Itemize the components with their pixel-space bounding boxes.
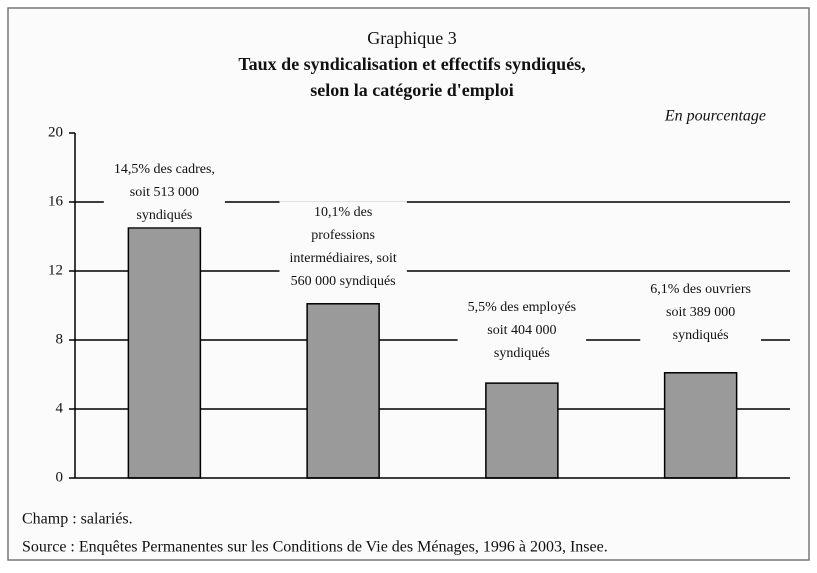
chart-subtitle: Taux de syndicalisation et effectifs syn… (238, 54, 585, 74)
y-tick-label: 16 (48, 193, 64, 209)
data-label: 10,1% des professions intermédiaires, soit… (289, 205, 396, 289)
y-tick-label: 20 (48, 124, 63, 140)
y-tick-label: 4 (56, 400, 64, 416)
unit-note: En pourcentage (664, 108, 766, 125)
data-label: 14,5% des cadres, soit 513 000 syndiqués (114, 162, 215, 223)
bar (127, 227, 202, 479)
y-tick-label: 12 (48, 262, 63, 278)
chart-subtitle: selon la catégorie d'emploi (310, 80, 513, 100)
bar (663, 372, 738, 479)
bar (306, 303, 380, 479)
data-label: 5,5% des employés soit 404 000 syndiqués (468, 300, 576, 361)
label-background (457, 296, 587, 366)
label-background (103, 158, 225, 228)
data-label: 6,1% des ouvriers soit 389 000 syndiqués (650, 282, 751, 343)
note: Source : Enquêtes Permanentes sur les Co… (22, 539, 608, 556)
y-tick-label: 0 (56, 469, 64, 485)
label-background (279, 201, 407, 294)
y-tick-label: 8 (56, 331, 64, 347)
label-background (640, 278, 761, 348)
bar (485, 382, 559, 479)
chart-title: Graphique 3 (367, 28, 456, 48)
note: Champ : salariés. (22, 511, 133, 528)
